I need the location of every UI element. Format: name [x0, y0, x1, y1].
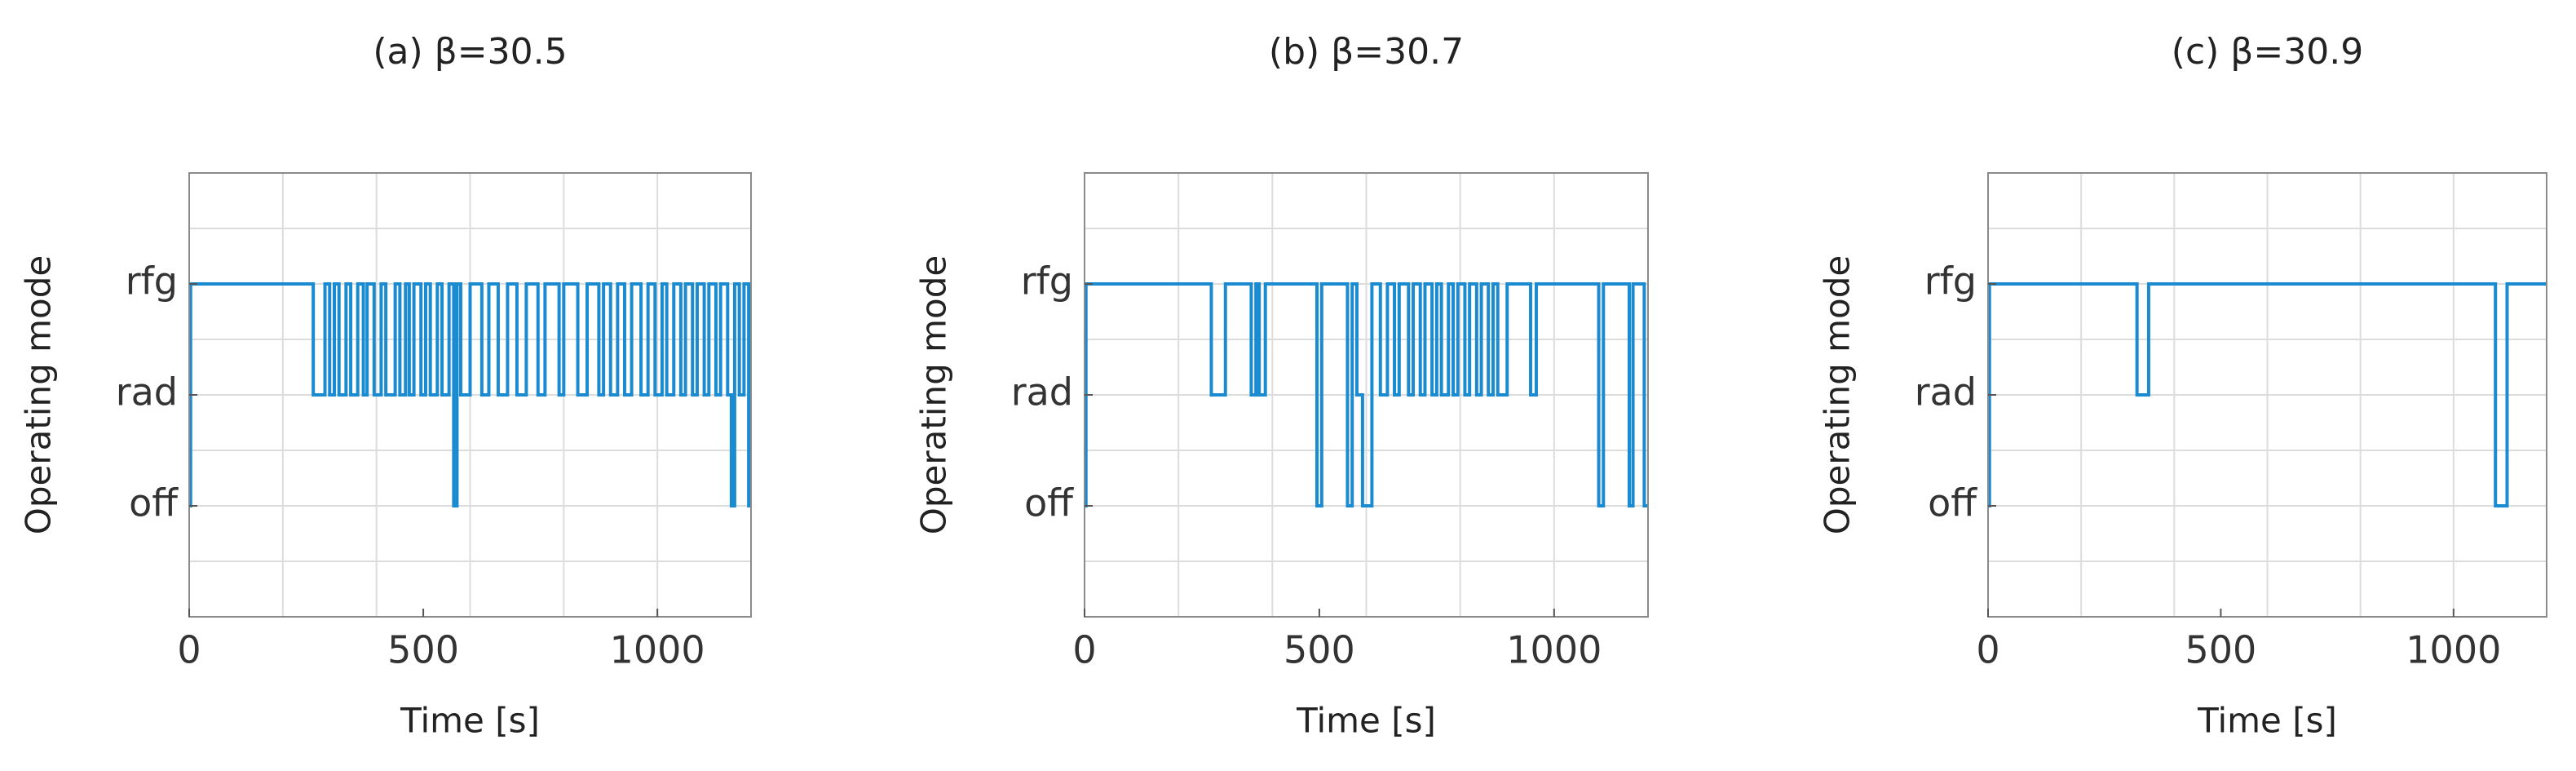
chart-title: (a) β=30.5 — [373, 31, 567, 73]
x-tick-label: 0 — [177, 628, 201, 672]
subplot: 0 500 1000 off rad rfg (a) β=30.5 Time [s] Opera… — [19, 31, 752, 741]
chart-title: (c) β=30.9 — [2172, 31, 2363, 73]
y-tick-label: rfg — [1021, 259, 1073, 304]
x-axis-label: Time [s] — [2197, 701, 2337, 741]
mode-line — [1084, 282, 1648, 507]
mode-line — [188, 282, 751, 507]
x-tick-label: 1000 — [610, 628, 705, 672]
x-tick-label: 0 — [1976, 628, 1999, 672]
y-axis-label: Operating mode — [19, 255, 59, 534]
y-tick-label: rad — [1915, 370, 1977, 414]
x-axis-label: Time [s] — [1296, 701, 1436, 741]
x-tick-label: 500 — [1284, 628, 1355, 672]
y-tick-label: off — [1024, 481, 1074, 525]
y-tick-label: rad — [116, 370, 178, 414]
x-tick-label: 1000 — [2406, 628, 2501, 672]
x-tick-label: 0 — [1072, 628, 1096, 672]
y-axis-label: Operating mode — [1818, 255, 1858, 534]
chart-title: (b) β=30.7 — [1269, 31, 1464, 73]
x-tick-label: 1000 — [1506, 628, 1602, 672]
y-tick-label: off — [1928, 481, 1977, 525]
y-tick-label: rad — [1011, 370, 1073, 414]
x-axis-label: Time [s] — [400, 701, 540, 741]
subplot: 0 500 1000 off rad rfg (c) β=30.9 Time [s] Opera… — [1818, 31, 2547, 741]
y-tick-label: rfg — [126, 259, 178, 304]
x-tick-label: 500 — [2185, 628, 2257, 672]
subplot: 0 500 1000 off rad rfg (b) β=30.7 Time [s] Opera… — [914, 31, 1649, 741]
y-axis-label: Operating mode — [914, 255, 954, 534]
y-tick-label: off — [129, 481, 179, 525]
x-tick-label: 500 — [387, 628, 459, 672]
y-tick-label: rfg — [1924, 259, 1977, 304]
mode-line — [1987, 282, 2547, 507]
